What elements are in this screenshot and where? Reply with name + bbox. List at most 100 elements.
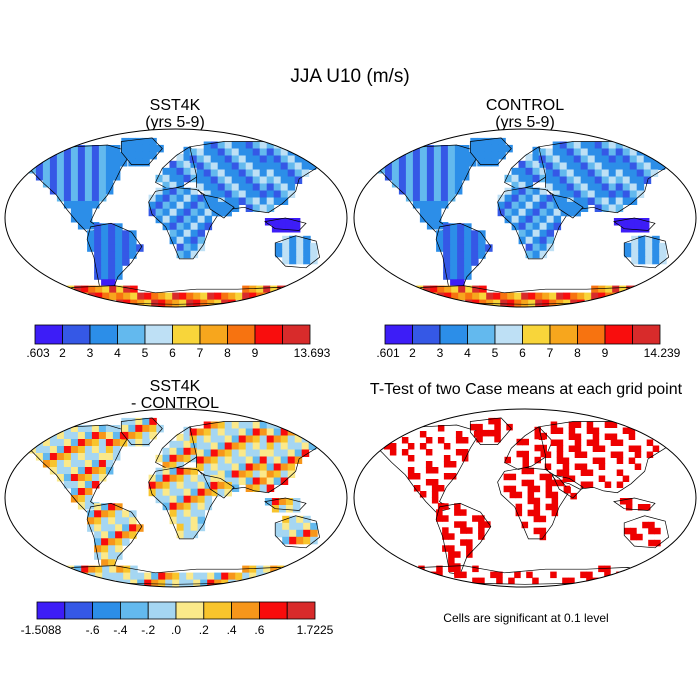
figure-title: JJA U10 (m/s): [290, 66, 410, 87]
colorbar-swatch: [632, 324, 661, 345]
significance-note: Cells are significant at 0.1 level: [443, 611, 609, 625]
colorbar-swatch: [494, 324, 523, 345]
landmass-north-america: [28, 144, 133, 233]
colorbar-swatch: [282, 324, 311, 345]
colorbar-tick-label: .601: [376, 346, 400, 360]
landmass-arabia: [551, 474, 584, 500]
colorbar-tick-label: 8: [574, 346, 581, 360]
colorbar-swatch: [522, 324, 551, 345]
landmass-australia: [623, 515, 669, 549]
landmass-arabia: [551, 194, 584, 219]
colorbar-swatch: [92, 601, 121, 620]
colorbar-tick-label: 5: [142, 346, 149, 360]
map-panel-sst4k: [4, 128, 348, 308]
panel-title-line1: SST4K: [149, 378, 201, 395]
landmass-south-america: [435, 222, 493, 295]
map-border: [4, 408, 348, 588]
colorbar-swatch: [62, 324, 91, 345]
colorbar-difference: -1.5088 -.6 -.4 -.2 .0 .2 .4 .6 1.7225: [21, 601, 334, 637]
colorbar-tick-label: 9: [602, 346, 609, 360]
landmass-australia: [623, 235, 669, 269]
colorbar-tick-label: 7: [197, 346, 204, 360]
colorbar-swatch: [117, 324, 146, 345]
colorbar-sst4k: .603 2 3 4 5 6 7 8 9 13.693: [26, 324, 331, 360]
colorbar-tick-label: 14.239: [644, 346, 681, 360]
map-border: [353, 128, 697, 308]
colorbar-tick-label: 9: [252, 346, 259, 360]
map-border: [353, 408, 697, 588]
landmass-arabia: [202, 474, 235, 499]
panel-title-line2: (yrs 5-9): [145, 114, 205, 131]
landmass-north-america: [28, 424, 133, 513]
map-panel-control: [353, 128, 697, 308]
landmass-australia: [274, 235, 320, 269]
landmass-greenland: [469, 137, 513, 167]
colorbar-tick-label: 4: [114, 346, 121, 360]
colorbar-tick-label: 7: [547, 346, 554, 360]
landmass-asia: [538, 421, 680, 494]
colorbar-swatch: [199, 324, 228, 345]
landmass-maritime-continent: [612, 497, 656, 511]
map-border: [4, 128, 348, 308]
panel-title-line2: (yrs 5-9): [495, 114, 555, 131]
colorbar-swatch: [384, 324, 413, 345]
colorbar-tick-label: 8: [224, 346, 231, 360]
colorbar-tick-label: 3: [87, 346, 94, 360]
landmass-maritime-continent: [612, 217, 656, 233]
panel-title-line2: - CONTROL: [131, 395, 219, 412]
panel-title-control: CONTROL (yrs 5-9): [350, 97, 700, 131]
colorbar-tick-label: .2: [199, 623, 209, 637]
colorbar-swatch: [467, 324, 496, 345]
colorbar-tick-label: -1.5088: [21, 623, 62, 637]
colorbar-tick-label: 4: [464, 346, 471, 360]
colorbar-tick-label: .6: [254, 623, 264, 637]
colorbar-swatch: [147, 601, 177, 620]
colorbar-tick-label: 5: [492, 346, 499, 360]
landmass-maritime-continent: [263, 217, 307, 233]
colorbar-swatch: [254, 324, 283, 345]
landmass-north-america: [377, 424, 482, 513]
panel-title-difference: SST4K - CONTROL: [0, 378, 350, 412]
colorbar-swatch: [258, 601, 288, 620]
landmass-asia: [538, 141, 680, 214]
ocean-background: [354, 409, 696, 587]
landmass-arabia: [202, 194, 235, 219]
landmass-north-america: [377, 144, 482, 233]
colorbar-swatch: [412, 324, 441, 345]
colorbar-tick-label: -.4: [113, 623, 127, 637]
landmass-australia: [274, 515, 320, 549]
landmass-africa: [148, 187, 221, 260]
colorbar-tick-label: 2: [409, 346, 416, 360]
panel-title-line1: CONTROL: [485, 97, 565, 114]
colorbar-swatch: [286, 601, 316, 620]
colorbar-swatch: [227, 324, 256, 345]
colorbar-swatch: [89, 324, 118, 345]
panel-title-sst4k: SST4K (yrs 5-9): [0, 97, 350, 131]
landmass-greenland: [120, 137, 164, 167]
landmass-greenland: [469, 417, 513, 445]
colorbar-swatch: [120, 601, 149, 620]
panel-title-line1: SST4K: [149, 97, 201, 114]
colorbar-swatch: [175, 601, 205, 620]
panel-title-ttest: T-Test of two Case means at each grid po…: [369, 381, 683, 398]
colorbar-swatch: [577, 324, 606, 345]
colorbar-swatch: [34, 324, 63, 345]
colorbar-tick-label: .4: [227, 623, 237, 637]
colorbar-swatch: [203, 601, 233, 620]
landmass-maritime-continent: [263, 497, 307, 513]
colorbar-swatch: [231, 601, 260, 620]
colorbar-tick-label: -.6: [86, 623, 100, 637]
colorbar-swatch: [36, 601, 66, 620]
colorbar-swatch: [64, 601, 94, 620]
colorbar-tick-label: 3: [437, 346, 444, 360]
colorbar-tick-label: 13.693: [294, 346, 331, 360]
colorbar-swatch: [439, 324, 468, 345]
colorbar-tick-label: 1.7225: [297, 623, 334, 637]
colorbar-control: .601 2 3 4 5 6 7 8 9 14.239: [376, 324, 681, 360]
colorbar-swatch: [144, 324, 173, 345]
colorbar-tick-label: 2: [59, 346, 66, 360]
landmass-greenland: [120, 417, 164, 447]
colorbar-swatch: [604, 324, 633, 345]
